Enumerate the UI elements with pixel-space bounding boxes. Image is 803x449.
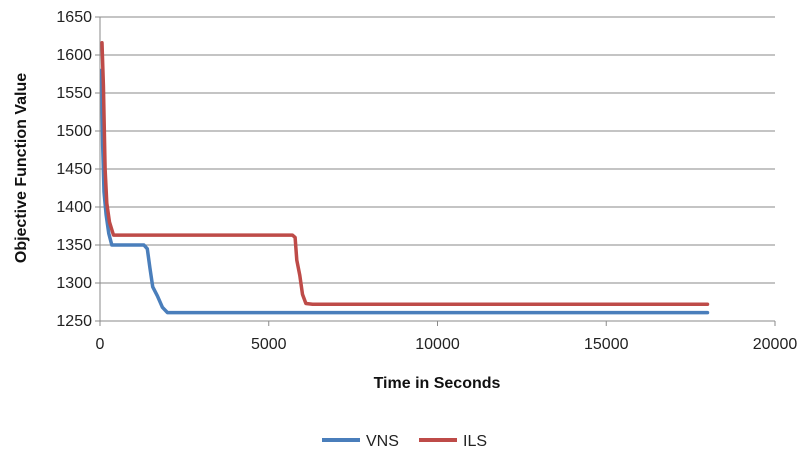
series-lines	[99, 41, 710, 315]
tick-labels: 1250 1300 1350 1400 1450 1500 1550 1600 1650 0 500…	[56, 9, 797, 353]
series-line-vns	[99, 68, 710, 315]
y-tick-label: 1450	[56, 161, 92, 178]
series-line-ils	[100, 41, 710, 307]
y-tick-label: 1400	[56, 199, 92, 216]
legend-label-vns: VNS	[366, 433, 399, 449]
y-tick-label: 1600	[56, 47, 92, 64]
y-tick-label: 1550	[56, 85, 92, 102]
y-tick-label: 1300	[56, 275, 92, 292]
legend-label-ils: ILS	[463, 433, 487, 449]
x-tick-label: 20000	[753, 336, 798, 353]
x-tick-label: 15000	[584, 336, 629, 353]
y-tick-label: 1500	[56, 123, 92, 140]
legend: VNS ILS	[322, 433, 487, 449]
x-tick-label: 0	[96, 336, 105, 353]
y-axis-title: Objective Function Value	[13, 73, 30, 263]
gridlines	[100, 16, 775, 284]
y-tick-label: 1350	[56, 237, 92, 254]
x-tick-label: 10000	[415, 336, 460, 353]
y-tick-label: 1650	[56, 9, 92, 26]
axes	[95, 16, 776, 326]
x-axis-title: Time in Seconds	[374, 375, 501, 392]
y-tick-label: 1250	[56, 313, 92, 330]
x-tick-label: 5000	[251, 336, 287, 353]
